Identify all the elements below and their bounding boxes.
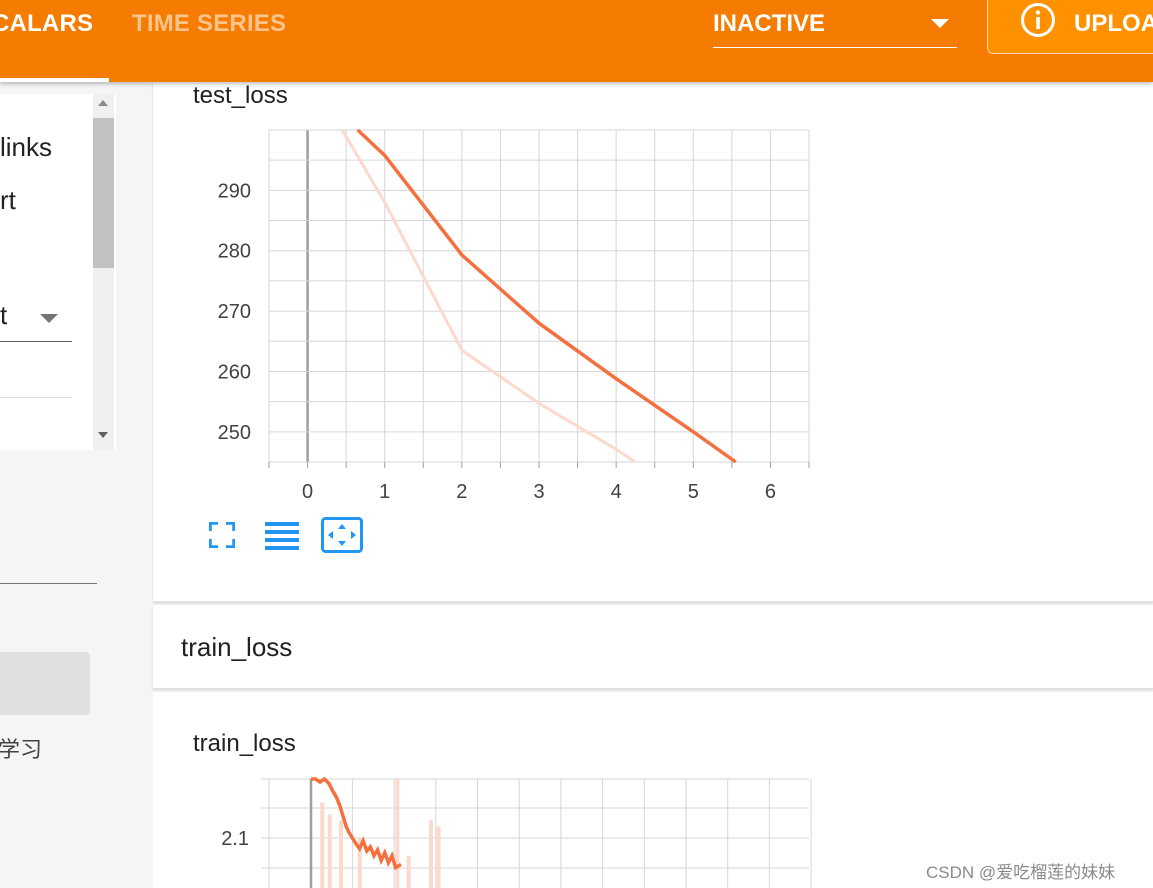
group-title-train-loss: train_loss (181, 632, 293, 662)
sidebar-item-links[interactable]: links (0, 132, 53, 162)
upload-button[interactable]: UPLOA (987, 0, 1153, 54)
series-line-smoothed (356, 128, 737, 464)
test-loss-chart[interactable]: 0 1 2 3 4 5 6 250 260 270 280 290 (153, 82, 853, 512)
series-line-smoothed (311, 776, 402, 871)
caret-down-icon (40, 314, 58, 323)
sidebar-select[interactable]: t (0, 294, 72, 342)
upload-label: UPLOA (1074, 10, 1153, 37)
train-loss-chart[interactable]: 2.1 (153, 692, 853, 888)
y-tick-label: 270 (218, 301, 251, 323)
y-tick-label: 280 (218, 241, 251, 263)
sidebar: links rt t 学习 (0, 82, 153, 888)
sidebar-select-value: t (0, 300, 8, 330)
sidebar-button[interactable] (0, 652, 90, 715)
x-tick-label: 4 (611, 481, 622, 503)
fullscreen-icon[interactable] (209, 522, 235, 548)
chart-card-train-loss: train_loss 2.1 (153, 692, 1153, 888)
sidebar-filter-input[interactable] (0, 583, 97, 584)
sidebar-scrollbar[interactable] (93, 94, 114, 450)
series-line-raw (341, 129, 637, 464)
chart-title-train-loss: train_loss (193, 730, 296, 757)
x-tick-label: 2 (456, 481, 467, 503)
fit-domain-icon[interactable] (321, 517, 363, 553)
y-tick-label: 2.1 (221, 828, 249, 850)
inactive-dashboards-dropdown[interactable]: INACTIVE (713, 6, 957, 48)
watermark: CSDN @爱吃榴莲的妹妹 (926, 863, 1116, 882)
y-tick-label: 250 (218, 422, 251, 444)
info-icon (1021, 3, 1055, 37)
top-app-bar: CALARS TIME SERIES INACTIVE UPLOA (0, 0, 1153, 82)
x-tick-label: 0 (302, 481, 313, 503)
scroll-up-arrow-icon[interactable] (98, 100, 108, 106)
run-group-header[interactable]: train_loss (153, 605, 1153, 689)
sidebar-caption: 学习 (0, 737, 43, 762)
chart-card-test-loss: test_loss 0 1 2 3 4 5 6 250 260 270 280 290 (153, 82, 1153, 602)
sidebar-divider (0, 397, 72, 398)
y-tick-label: 290 (218, 180, 251, 202)
sidebar-item-rt[interactable]: rt (0, 185, 16, 215)
active-tab-indicator (0, 78, 109, 82)
x-tick-label: 3 (533, 481, 544, 503)
chart-title-test-loss: test_loss (193, 82, 288, 109)
x-tick-label: 5 (688, 481, 699, 503)
sidebar-settings-panel: links rt t (0, 94, 116, 450)
main-content: test_loss 0 1 2 3 4 5 6 250 260 270 280 290 train_l… (153, 82, 1153, 888)
tab-time-series[interactable]: TIME SERIES (132, 10, 287, 37)
x-tick-label: 6 (765, 481, 776, 503)
scroll-down-arrow-icon[interactable] (98, 432, 108, 438)
toggle-log-scale-icon[interactable] (265, 521, 299, 551)
tab-scalars[interactable]: CALARS (0, 10, 94, 37)
scrollbar-thumb[interactable] (93, 118, 114, 268)
y-tick-label: 260 (218, 361, 251, 383)
inactive-dropdown-label: INACTIVE (713, 10, 826, 37)
caret-down-icon (931, 19, 949, 28)
x-tick-label: 1 (379, 481, 390, 503)
